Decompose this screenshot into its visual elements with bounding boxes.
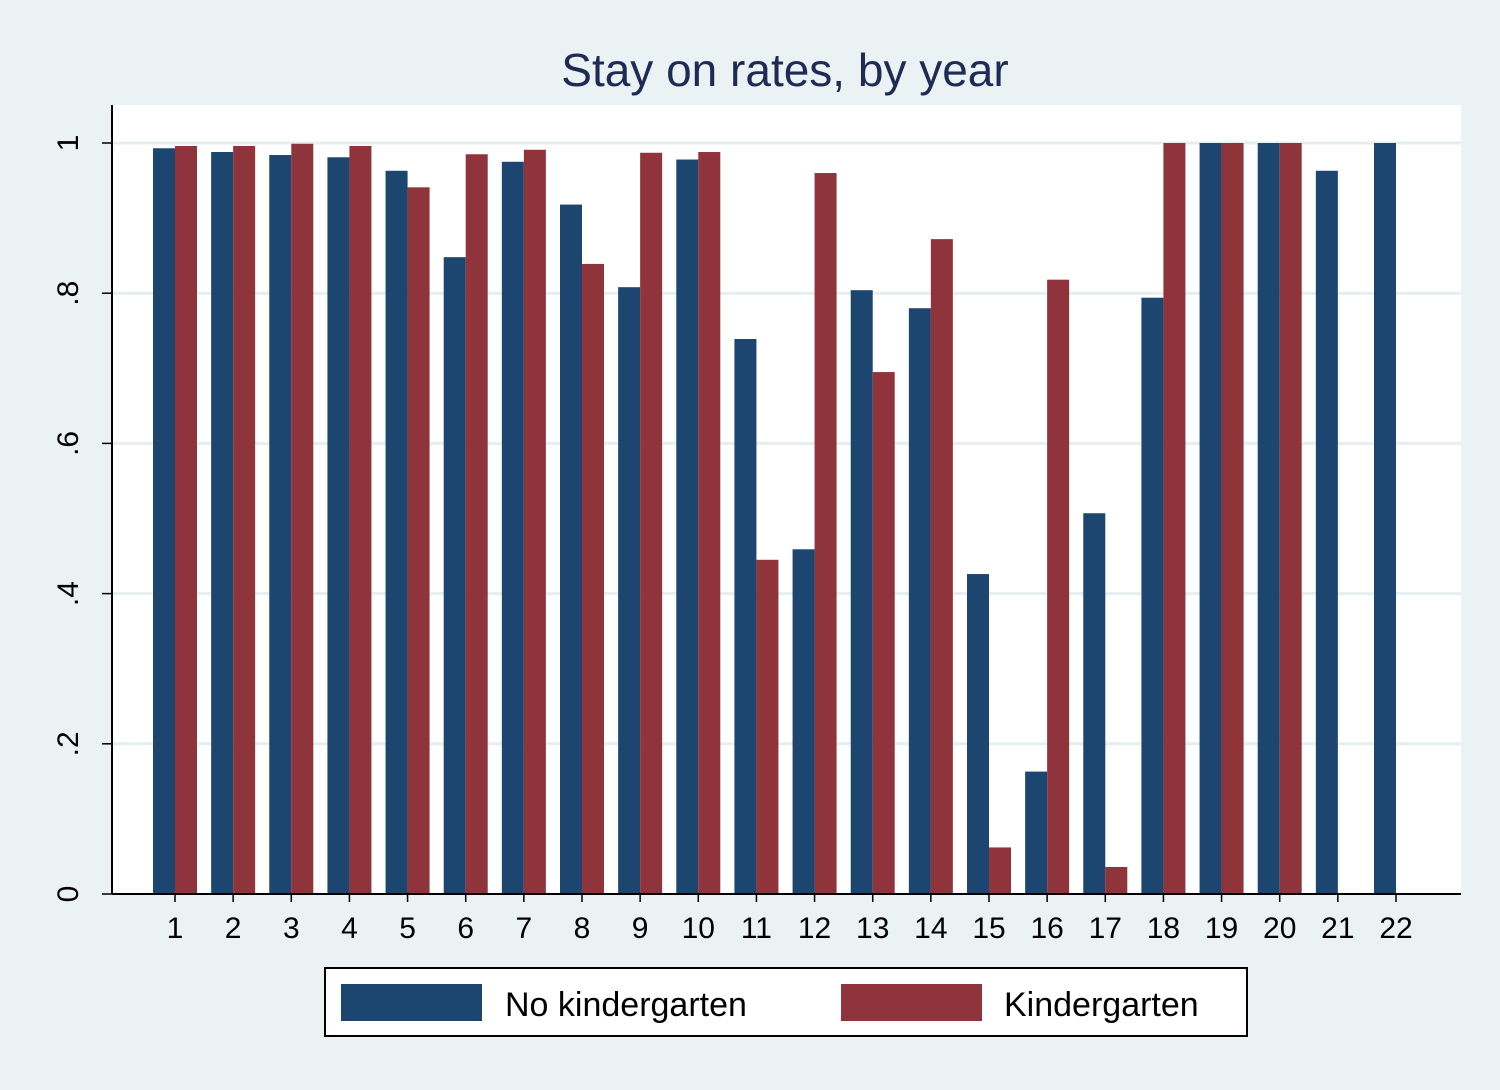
bar-no-kindergarten-13: [850, 290, 873, 894]
y-tick-label: 1: [52, 135, 85, 152]
bar-no-kindergarten-1: [153, 148, 175, 894]
y-tick-label: .4: [52, 581, 85, 606]
x-tick-label: 18: [1147, 912, 1180, 945]
bar-no-kindergarten-3: [269, 155, 292, 895]
legend-label-kindergarten: Kindergarten: [1004, 986, 1199, 1024]
bar-kindergarten-3: [291, 143, 314, 895]
x-tick-label: 20: [1263, 912, 1296, 945]
x-tick-label: 22: [1379, 912, 1412, 945]
legend-label-no-kindergarten: No kindergarten: [505, 986, 747, 1024]
x-tick-label: 2: [225, 912, 242, 945]
x-tick-label: 12: [798, 912, 831, 945]
bar-kindergarten-15: [989, 847, 1011, 894]
x-tick-label: 1: [167, 912, 184, 945]
bar-no-kindergarten-14: [908, 308, 931, 895]
bar-kindergarten-6: [465, 154, 488, 894]
bar-kindergarten-7: [523, 149, 546, 894]
bar-no-kindergarten-11: [734, 339, 757, 894]
bar-kindergarten-12: [814, 173, 837, 895]
x-tick-label: 10: [682, 912, 715, 945]
bar-kindergarten-1: [175, 146, 197, 894]
bar-no-kindergarten-20: [1257, 143, 1280, 894]
bar-kindergarten-18: [1163, 143, 1186, 894]
x-tick-label: 6: [457, 912, 474, 945]
bar-kindergarten-11: [756, 559, 779, 894]
bar-no-kindergarten-17: [1083, 513, 1106, 894]
x-tick-label: 19: [1205, 912, 1238, 945]
x-tick-label: 14: [914, 912, 947, 945]
x-tick-label: 4: [341, 912, 358, 945]
y-tick-label: .8: [52, 281, 85, 306]
x-tick-label: 9: [632, 912, 649, 945]
y-tick-label: .2: [52, 731, 85, 756]
bar-no-kindergarten-16: [1025, 771, 1048, 894]
bar-no-kindergarten-7: [501, 161, 524, 894]
bar-no-kindergarten-22: [1374, 143, 1396, 894]
x-tick-label: 13: [856, 912, 889, 945]
x-tick-label: 8: [574, 912, 591, 945]
bar-kindergarten-8: [582, 263, 604, 894]
bar-no-kindergarten-15: [967, 574, 989, 894]
bar-no-kindergarten-21: [1315, 170, 1338, 895]
bar-no-kindergarten-2: [211, 152, 234, 895]
y-tick-label: .6: [52, 431, 85, 456]
x-tick-label: 17: [1089, 912, 1122, 945]
bar-kindergarten-17: [1105, 866, 1128, 894]
x-tick-label: 11: [741, 912, 772, 945]
bars: [153, 143, 1396, 895]
x-tick-label: 21: [1321, 912, 1354, 945]
axes: [102, 105, 1461, 902]
x-tick-label: 3: [283, 912, 300, 945]
y-tick-label: 0: [52, 886, 85, 903]
x-tick-label: 15: [972, 912, 1005, 945]
bar-no-kindergarten-18: [1141, 297, 1164, 894]
bar-kindergarten-9: [640, 152, 663, 894]
bar-no-kindergarten-12: [792, 549, 815, 894]
bar-kindergarten-5: [407, 187, 430, 894]
bar-kindergarten-16: [1047, 279, 1070, 894]
bar-no-kindergarten-4: [327, 157, 350, 895]
legend: No kindergarten Kindergarten: [324, 967, 1248, 1037]
bar-no-kindergarten-6: [443, 257, 466, 895]
bar-kindergarten-20: [1279, 143, 1302, 894]
bar-kindergarten-4: [349, 146, 372, 894]
tick-labels: 1 2 3 4 5 6 7 8 9 10 11 12 13 14 15 16 17 18 19 20 21 220.2.4…: [52, 135, 1413, 945]
x-tick-label: 7: [516, 912, 533, 945]
bar-kindergarten-19: [1221, 143, 1244, 894]
x-tick-label: 5: [399, 912, 416, 945]
bar-kindergarten-13: [872, 372, 895, 894]
bar-no-kindergarten-5: [385, 170, 408, 895]
bar-no-kindergarten-9: [618, 287, 641, 894]
bar-no-kindergarten-10: [676, 159, 699, 895]
legend-swatch-no-kindergarten: [341, 984, 482, 1021]
bar-no-kindergarten-19: [1199, 143, 1222, 894]
legend-swatch-kindergarten: [841, 984, 982, 1021]
bar-kindergarten-14: [930, 239, 953, 895]
bar-kindergarten-10: [698, 152, 721, 895]
bar-no-kindergarten-8: [560, 204, 582, 894]
chart-title: Stay on rates, by year: [561, 44, 1008, 96]
x-tick-label: 16: [1030, 912, 1063, 945]
bar-kindergarten-2: [233, 146, 256, 894]
